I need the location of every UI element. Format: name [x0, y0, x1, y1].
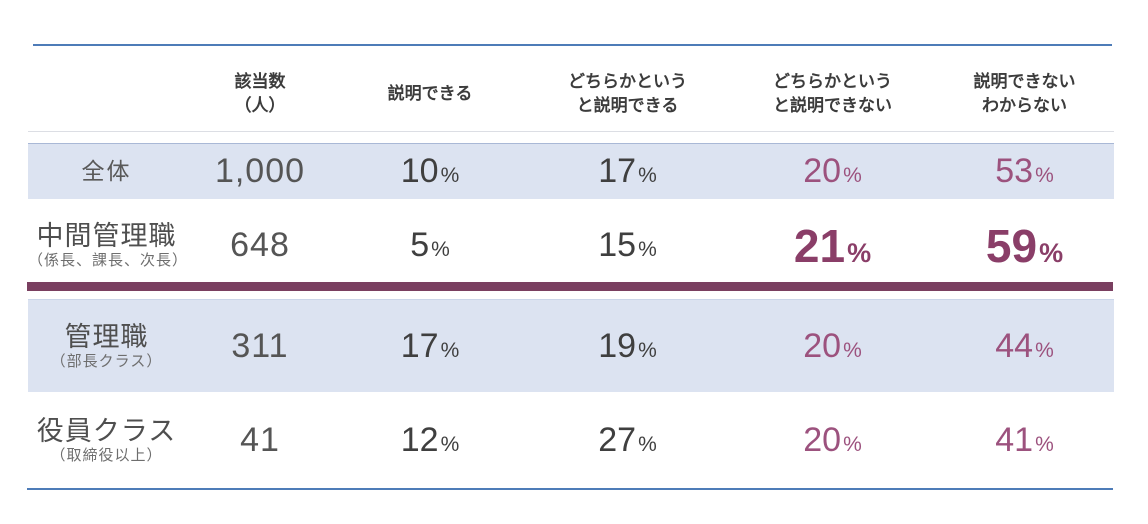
- table-row-overall: 全体 1,000 10 % 17 % 20 % 53 %: [28, 143, 1114, 199]
- value-number: 41: [995, 421, 1034, 459]
- value-cell: 53 %: [935, 152, 1114, 191]
- value-number: 19: [598, 326, 637, 365]
- top-rule: [33, 44, 1112, 46]
- value-cell: 15 %: [525, 226, 730, 265]
- value-number: 27: [598, 421, 637, 459]
- row-sublabel: （取締役以上）: [50, 447, 163, 465]
- percent-sign: %: [638, 238, 657, 261]
- row-sublabel: （部長クラス）: [50, 352, 163, 370]
- table-row-middle-management: 中間管理職 （係長、課長、次長） 648 5 % 15 % 21 % 59 %: [28, 209, 1114, 282]
- count-cell: 1,000: [214, 152, 306, 190]
- value-number: 44: [995, 326, 1034, 365]
- row-label-cell: 管理職 （部長クラス）: [28, 322, 185, 370]
- table-row-management: 管理職 （部長クラス） 311 17 % 19 % 20 % 44 %: [28, 299, 1114, 392]
- header-line: わからない: [982, 95, 1067, 115]
- header-line: と説明できる: [576, 95, 679, 115]
- percent-sign: %: [847, 237, 872, 268]
- value-number: 17: [400, 326, 439, 365]
- value-cell-emphasized: 59 %: [935, 219, 1114, 273]
- value-number: 20: [803, 326, 842, 365]
- percent-sign: %: [638, 164, 657, 187]
- value-number: 20: [803, 421, 842, 459]
- header-line: （人）: [234, 95, 286, 115]
- value-number: 5: [410, 226, 430, 264]
- value-cell: 10 %: [335, 152, 525, 191]
- emphasis-divider-bar: [27, 282, 1113, 291]
- value-cell: 19 %: [525, 327, 730, 366]
- value-cell: 44 %: [935, 327, 1114, 366]
- header-cannot-unknown: 説明できない わからない: [935, 70, 1114, 118]
- percent-sign: %: [843, 433, 862, 456]
- row-label: 中間管理職: [36, 221, 177, 252]
- value-number: 15: [598, 226, 637, 264]
- percent-sign: %: [1035, 164, 1054, 187]
- value-cell: 20 %: [730, 327, 935, 366]
- value-cell: 41 %: [935, 421, 1114, 460]
- value-number: 10: [400, 152, 439, 190]
- header-line: 説明できる: [387, 83, 473, 103]
- percent-sign: %: [1039, 237, 1064, 268]
- header-count: 該当数 （人）: [185, 70, 335, 118]
- row-sublabel: （係長、課長、次長）: [28, 252, 189, 270]
- value-number: 20: [803, 152, 842, 190]
- header-line: どちらかという: [568, 71, 687, 91]
- bottom-rule: [27, 488, 1113, 490]
- header-somewhat-cannot: どちらかという と説明できない: [730, 70, 935, 118]
- value-cell: 5 %: [335, 226, 525, 265]
- value-number: 21: [793, 219, 846, 272]
- value-number: 53: [995, 152, 1034, 190]
- percent-sign: %: [843, 164, 862, 187]
- row-label-cell: 中間管理職 （係長、課長、次長）: [28, 221, 189, 270]
- percent-sign: %: [440, 164, 460, 187]
- percent-sign: %: [638, 338, 657, 362]
- row-label: 全体: [81, 158, 132, 185]
- table-row-executives: 役員クラス （取締役以上） 41 12 % 27 % 20 % 41 %: [28, 400, 1114, 481]
- percent-sign: %: [440, 433, 460, 456]
- header-somewhat-can: どちらかという と説明できる: [525, 70, 730, 118]
- value-cell: 27 %: [525, 421, 730, 460]
- header-can-explain: 説明できる: [335, 82, 525, 106]
- value-number: 17: [598, 152, 637, 190]
- header-line: と説明できない: [773, 95, 892, 115]
- value-number: 12: [400, 421, 439, 459]
- value-number: 59: [985, 219, 1038, 272]
- percent-sign: %: [440, 338, 460, 362]
- value-cell: 20 %: [730, 152, 935, 191]
- value-cell: 12 %: [335, 421, 525, 460]
- row-label-cell: 役員クラス （取締役以上）: [28, 416, 185, 464]
- percent-sign: %: [638, 433, 657, 456]
- count-cell: 648: [230, 226, 290, 264]
- percent-sign: %: [1035, 338, 1054, 362]
- value-cell: 17 %: [525, 152, 730, 191]
- count-cell: 41: [240, 421, 280, 459]
- percent-sign: %: [843, 338, 862, 362]
- row-label-cell: 全体: [28, 158, 185, 184]
- value-cell-emphasized: 21 %: [730, 219, 935, 273]
- percent-sign: %: [431, 238, 450, 261]
- count-cell: 311: [231, 326, 289, 365]
- row-label: 管理職: [64, 321, 149, 352]
- header-line: 該当数: [234, 71, 286, 91]
- percent-sign: %: [1035, 433, 1054, 456]
- header-line: 説明できない: [973, 71, 1076, 91]
- row-label: 役員クラス: [36, 416, 177, 447]
- value-cell: 20 %: [730, 421, 935, 460]
- header-line: どちらかという: [773, 71, 892, 91]
- table-header-row: 該当数 （人） 説明できる どちらかという と説明できる どちらかという と説明…: [28, 56, 1114, 132]
- value-cell: 17 %: [335, 327, 525, 366]
